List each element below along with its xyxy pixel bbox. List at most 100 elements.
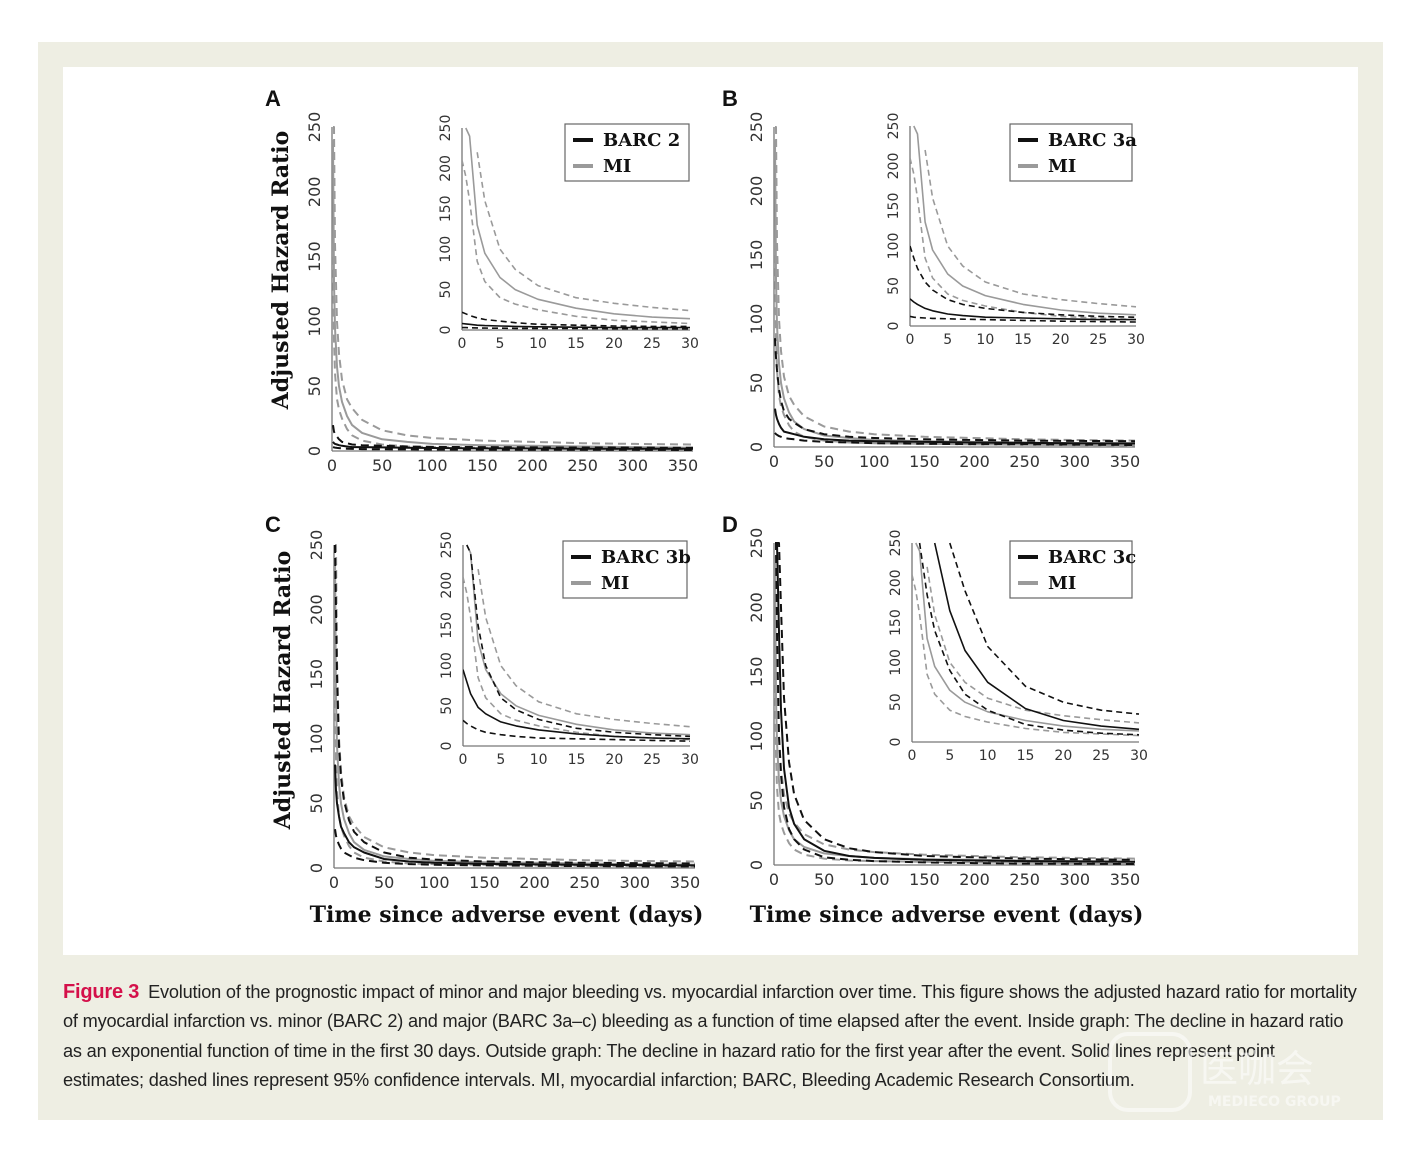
main-x-tick-label: 0 bbox=[329, 873, 339, 892]
main-y-tick-label: 50 bbox=[747, 790, 766, 810]
main-x-tick-label: 0 bbox=[769, 452, 779, 471]
inset-y-tick-label: 200 bbox=[439, 572, 455, 599]
inset-mi-line bbox=[465, 127, 691, 320]
inset-y-tick-label: 0 bbox=[888, 738, 904, 747]
legend-label-mi: MI bbox=[601, 573, 629, 594]
inset-barc-3a-lower-95-ci-line bbox=[910, 315, 1137, 323]
y-axis-label: Adjusted Hazard Ratio bbox=[268, 131, 294, 411]
legend: BARC 3c MI bbox=[1009, 540, 1136, 599]
inset-mi-lower-95-ci-line bbox=[912, 574, 1140, 737]
main-x-tick-label: 350 bbox=[668, 456, 699, 475]
inset-y-tick-label: 250 bbox=[888, 530, 904, 557]
figure-label: Figure 3 bbox=[63, 981, 140, 1003]
main-x-tick-label: 200 bbox=[517, 456, 548, 475]
main-x-tick-label: 300 bbox=[620, 873, 651, 892]
inset-y-tick-label: 100 bbox=[438, 236, 454, 263]
main-barc-3c-line bbox=[775, 542, 1136, 863]
legend-label-bleeding: BARC 3c bbox=[1048, 547, 1136, 568]
inset-y-tick-label: 50 bbox=[888, 693, 904, 711]
main-barc-2-line bbox=[332, 441, 694, 450]
inset-mi-lower-95-ci-line bbox=[910, 157, 1137, 321]
main-y-tick-label: 200 bbox=[747, 176, 766, 207]
main-mi-upper-95-ci-line bbox=[775, 126, 1136, 442]
x-axis-label: Time since adverse event (days) bbox=[310, 902, 704, 928]
inset-barc-2-line bbox=[462, 322, 690, 329]
legend-box bbox=[564, 123, 690, 182]
inset-y-tick-label: 50 bbox=[886, 277, 902, 295]
inset-mi-line bbox=[913, 125, 1137, 316]
figure-caption: Figure 3 Evolution of the prognostic imp… bbox=[63, 978, 1359, 1095]
figure-panel bbox=[63, 67, 1358, 955]
y-axis-label: Adjusted Hazard Ratio bbox=[270, 551, 296, 831]
main-y-tick-label: 0 bbox=[305, 446, 324, 456]
inset-mi-upper-95-ci-line bbox=[924, 149, 1137, 308]
inset-barc-3b-line bbox=[463, 669, 691, 740]
inset-x-tick-label: 30 bbox=[681, 336, 699, 352]
legend-box bbox=[1009, 123, 1133, 182]
main-y-tick-label: 150 bbox=[747, 657, 766, 688]
main-x-tick-label: 250 bbox=[567, 456, 598, 475]
inset-plot: 0 5 10 15 20 25 30 0 50 100 150 200 250 bbox=[888, 530, 1148, 764]
inset-barc-2-lower-95-ci-line bbox=[462, 326, 690, 330]
inset-mi-line bbox=[915, 542, 1140, 732]
legend-label-bleeding: BARC 2 bbox=[603, 130, 680, 151]
main-x-tick-label: 100 bbox=[859, 452, 890, 471]
main-y-tick-label: 100 bbox=[305, 306, 324, 337]
main-y-tick-label: 0 bbox=[747, 860, 766, 870]
inset-x-tick-label: 15 bbox=[568, 752, 586, 768]
inset-x-tick-label: 30 bbox=[681, 752, 699, 768]
main-y-tick-label: 150 bbox=[305, 241, 324, 272]
inset-mi-lower-95-ci-line bbox=[463, 577, 691, 741]
legend: BARC 3b MI bbox=[562, 540, 691, 599]
inset-y-tick-label: 50 bbox=[438, 281, 454, 299]
main-y-tick-label: 50 bbox=[747, 373, 766, 393]
inset-barc-3a-line bbox=[910, 298, 1136, 321]
inset-y-tick-label: 0 bbox=[438, 326, 454, 335]
watermark-logo-icon bbox=[1108, 1032, 1192, 1112]
inset-barc-2-upper-95-ci-line bbox=[462, 311, 690, 328]
main-y-tick-label: 150 bbox=[307, 659, 326, 690]
main-y-tick-label: 0 bbox=[747, 442, 766, 452]
main-x-tick-label: 250 bbox=[1009, 452, 1040, 471]
inset-x-tick-label: 0 bbox=[906, 332, 915, 348]
inset-y-tick-label: 250 bbox=[438, 115, 454, 142]
inset-barc-3b-upper-95-ci-line bbox=[466, 544, 691, 738]
main-x-tick-label: 200 bbox=[959, 870, 990, 889]
legend-box bbox=[1009, 540, 1133, 599]
inset-x-tick-label: 15 bbox=[567, 336, 585, 352]
main-y-tick-label: 0 bbox=[307, 863, 326, 873]
inset-y-tick-label: 100 bbox=[886, 233, 902, 260]
panel-letter: D bbox=[722, 512, 738, 537]
inset-x-tick-label: 20 bbox=[1054, 748, 1072, 764]
inset-mi-upper-95-ci-line bbox=[926, 566, 1140, 724]
figure-chart: A0 50 100 150 200 250 300 350050100150200250Adj… bbox=[265, 86, 1148, 928]
main-x-tick-label: 50 bbox=[814, 870, 834, 889]
main-mi-lower-95-ci-line bbox=[774, 658, 1136, 865]
inset-y-tick-label: 150 bbox=[439, 612, 455, 639]
inset-y-tick-label: 150 bbox=[888, 609, 904, 636]
inset-plot: 0 5 10 15 20 25 30 0 50 100 150 200 250 bbox=[439, 532, 699, 768]
main-y-tick-label: 250 bbox=[305, 112, 324, 143]
inset-x-tick-label: 0 bbox=[458, 336, 467, 352]
main-mi-line bbox=[332, 139, 694, 449]
inset-y-tick-label: 150 bbox=[438, 195, 454, 222]
main-x-tick-label: 250 bbox=[1009, 870, 1040, 889]
inset-x-tick-label: 5 bbox=[945, 748, 954, 764]
watermark-subtext: MEDIECO GROUP bbox=[1208, 1094, 1341, 1110]
main-barc-3b-line bbox=[334, 764, 696, 867]
inset-barc-3b-lower-95-ci-line bbox=[463, 719, 691, 742]
main-mi-upper-95-ci-line bbox=[775, 542, 1136, 860]
inset-mi-upper-95-ci-line bbox=[476, 152, 691, 312]
caption-text: Evolution of the prognostic impact of mi… bbox=[63, 982, 1357, 1090]
x-axis-label: Time since adverse event (days) bbox=[750, 902, 1144, 928]
main-y-tick-label: 100 bbox=[747, 721, 766, 752]
inset-x-tick-label: 10 bbox=[979, 748, 997, 764]
inset-x-tick-label: 25 bbox=[643, 336, 661, 352]
main-x-tick-label: 50 bbox=[814, 452, 834, 471]
main-mi-lower-95-ci-line bbox=[332, 243, 694, 451]
inset-x-tick-label: 15 bbox=[1014, 332, 1032, 348]
inset-x-tick-label: 20 bbox=[605, 336, 623, 352]
inset-x-tick-label: 0 bbox=[459, 752, 468, 768]
inset-barc-3c-line bbox=[933, 542, 1140, 731]
